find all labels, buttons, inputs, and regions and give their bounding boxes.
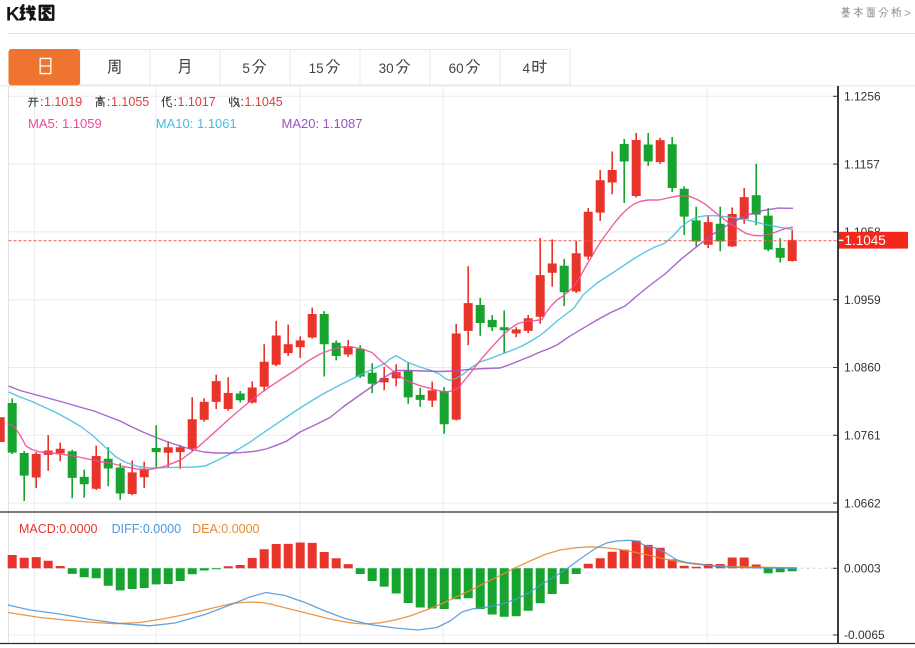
svg-text:1.0662: 1.0662 [844, 496, 881, 510]
svg-text:1.0761: 1.0761 [844, 429, 881, 443]
svg-text:MA20: 1.1087: MA20: 1.1087 [282, 116, 363, 131]
svg-text:1.1055: 1.1055 [111, 95, 149, 109]
svg-text:4: 4 [523, 61, 531, 76]
svg-text::: : [107, 95, 110, 109]
svg-text:1.0959: 1.0959 [844, 293, 881, 307]
svg-text:1.1157: 1.1157 [844, 157, 880, 171]
svg-text:1.1019: 1.1019 [44, 95, 82, 109]
svg-text::: : [241, 95, 244, 109]
svg-text:DEA:0.0000: DEA:0.0000 [192, 522, 259, 536]
svg-text:30: 30 [379, 61, 394, 76]
svg-text:MA5: 1.1059: MA5: 1.1059 [28, 116, 102, 131]
svg-text:1.1045: 1.1045 [245, 95, 283, 109]
svg-text:60: 60 [449, 61, 464, 76]
svg-text:0.0003: 0.0003 [844, 562, 881, 576]
svg-text:K: K [6, 5, 20, 26]
svg-text:1.1256: 1.1256 [844, 90, 881, 104]
svg-text:MA10: 1.1061: MA10: 1.1061 [156, 116, 237, 131]
svg-text::: : [40, 95, 43, 109]
svg-text:-0.0065: -0.0065 [844, 628, 885, 642]
svg-text:MACD:0.0000: MACD:0.0000 [19, 522, 98, 536]
svg-text:DIFF:0.0000: DIFF:0.0000 [112, 522, 182, 536]
svg-text:1.0860: 1.0860 [844, 361, 881, 375]
svg-text:1.1045: 1.1045 [845, 233, 886, 248]
svg-text:1.1017: 1.1017 [178, 95, 216, 109]
svg-text:15: 15 [309, 61, 324, 76]
svg-text:5: 5 [242, 61, 250, 76]
svg-text::: : [174, 95, 177, 109]
svg-text:>: > [904, 8, 911, 20]
